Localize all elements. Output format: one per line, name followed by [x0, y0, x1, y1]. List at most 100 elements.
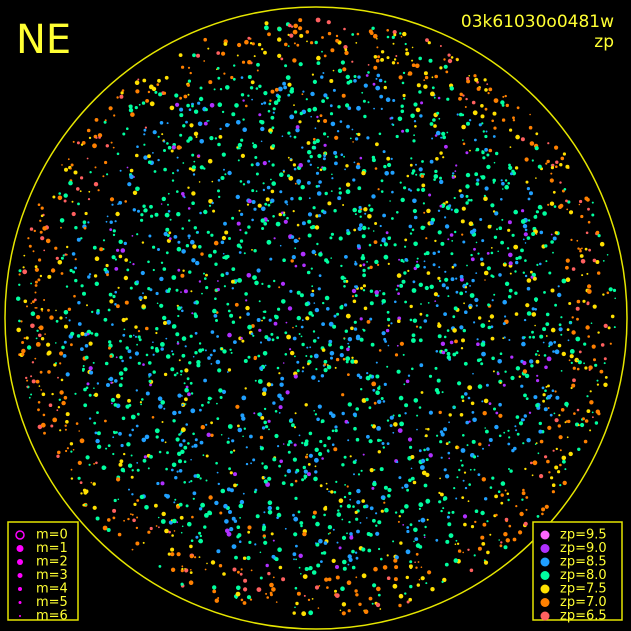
star — [459, 277, 464, 282]
star — [403, 383, 406, 386]
star — [26, 385, 29, 388]
star — [314, 465, 317, 468]
star — [272, 539, 275, 542]
star — [274, 314, 278, 318]
star — [398, 258, 401, 261]
star — [181, 65, 185, 69]
star — [541, 512, 544, 516]
star — [312, 106, 318, 112]
star — [459, 325, 464, 330]
star — [491, 356, 495, 361]
star — [143, 143, 146, 146]
star — [237, 570, 240, 574]
star — [502, 95, 505, 98]
star — [55, 256, 59, 260]
star — [591, 213, 595, 217]
star — [287, 82, 292, 87]
star — [355, 556, 359, 560]
star — [167, 145, 172, 150]
star — [346, 504, 351, 509]
star — [138, 103, 141, 106]
star — [417, 561, 420, 563]
star — [55, 342, 57, 344]
star — [480, 362, 484, 366]
star — [307, 463, 311, 466]
star — [504, 315, 507, 318]
star — [127, 517, 130, 521]
star — [263, 540, 268, 545]
star — [45, 238, 51, 244]
star — [203, 167, 206, 170]
star — [140, 213, 144, 217]
star — [467, 198, 471, 202]
star — [534, 214, 538, 218]
star — [54, 246, 58, 250]
star — [484, 186, 489, 191]
star — [77, 301, 81, 305]
star — [502, 337, 505, 340]
star — [548, 471, 551, 474]
star — [135, 424, 139, 428]
star — [141, 437, 147, 443]
star-field — [16, 17, 617, 617]
star — [292, 29, 298, 35]
star — [310, 292, 315, 297]
star — [176, 169, 179, 172]
star — [165, 354, 171, 359]
star — [157, 135, 160, 138]
star — [23, 299, 28, 304]
star — [212, 349, 216, 353]
star — [119, 94, 124, 99]
star — [108, 292, 113, 297]
star — [342, 204, 345, 206]
star — [530, 275, 534, 279]
star — [344, 168, 346, 171]
star — [184, 387, 189, 393]
star — [147, 154, 151, 159]
star — [304, 302, 309, 307]
star — [443, 64, 448, 69]
star — [271, 181, 277, 186]
star — [543, 291, 546, 294]
star — [227, 437, 230, 440]
star — [203, 525, 207, 529]
star — [204, 568, 207, 571]
star — [295, 325, 298, 327]
star — [448, 413, 452, 417]
star — [387, 487, 392, 493]
star — [335, 357, 340, 362]
star — [323, 513, 326, 517]
star — [536, 515, 540, 518]
star — [332, 324, 337, 329]
star — [134, 325, 138, 329]
star — [21, 341, 25, 344]
star — [369, 533, 373, 537]
star — [299, 111, 303, 116]
star — [460, 448, 466, 453]
star — [220, 434, 223, 436]
star — [432, 263, 436, 267]
star — [58, 192, 61, 195]
star — [187, 442, 190, 445]
star — [380, 50, 385, 54]
star — [566, 436, 569, 439]
star — [446, 351, 451, 356]
star — [438, 500, 442, 504]
star — [454, 230, 457, 234]
star — [387, 324, 390, 327]
star — [361, 547, 366, 552]
star — [535, 442, 538, 444]
star — [547, 142, 550, 145]
star — [310, 267, 313, 270]
star — [445, 539, 450, 544]
star — [522, 442, 525, 445]
star — [114, 258, 117, 261]
star — [335, 565, 339, 569]
star — [182, 124, 186, 128]
star — [553, 205, 557, 208]
star — [393, 577, 398, 582]
star — [347, 439, 350, 442]
star — [561, 351, 566, 357]
star — [465, 194, 469, 198]
star — [318, 252, 322, 256]
